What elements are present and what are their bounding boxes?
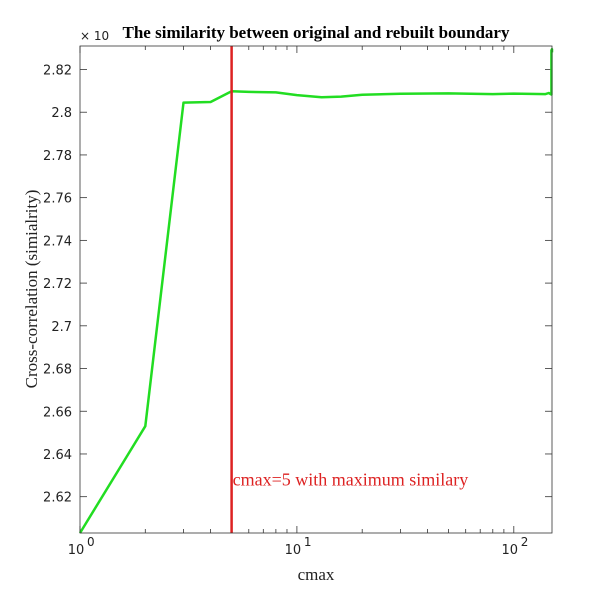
y-tick-label: 2.68 — [43, 363, 72, 378]
x-tick-label: 10 — [68, 543, 85, 558]
y-tick-label: 2.66 — [43, 405, 72, 420]
y-tick-label: 2.8 — [51, 106, 72, 121]
y-tick-label: 2.72 — [43, 277, 72, 292]
series-line — [78, 47, 554, 534]
y-tick-label: 2.7 — [51, 320, 72, 335]
y-tick-label: 2.62 — [43, 491, 72, 506]
x-tick-exponent: 2 — [521, 535, 529, 549]
x-axis-label: cmax — [298, 565, 335, 584]
plot-area: 1001011022.622.642.662.682.72.722.742.76… — [43, 45, 554, 558]
y-tick-label: 2.74 — [43, 234, 72, 249]
x-tick-exponent: 0 — [87, 535, 95, 549]
x-tick-label: 10 — [502, 543, 519, 558]
y-tick-label: 2.64 — [43, 448, 72, 463]
x-tick-exponent: 1 — [304, 535, 312, 549]
x-tick-label: 10 — [285, 543, 302, 558]
axes-box — [79, 45, 553, 534]
y-axis-label: Cross-correlation (simialrity) — [22, 190, 41, 389]
y-tick-label: 2.82 — [43, 63, 72, 78]
y-multiplier-label: × 10 — [80, 29, 109, 43]
y-tick-label: 2.76 — [43, 192, 72, 207]
y-tick-label: 2.78 — [43, 149, 72, 164]
annotation-label: cmax=5 with maximum similary — [233, 470, 469, 490]
chart-title: The similarity between original and rebu… — [123, 23, 510, 42]
